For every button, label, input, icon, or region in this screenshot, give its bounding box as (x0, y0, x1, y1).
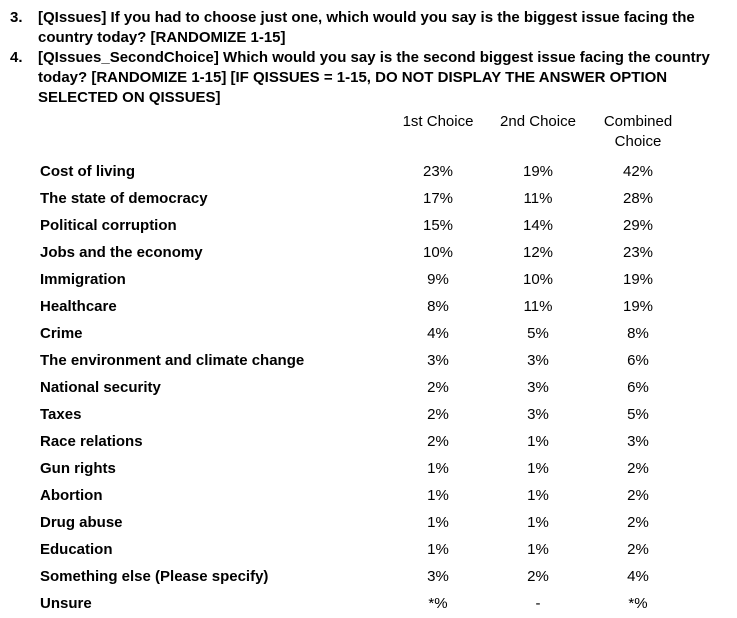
first-choice-value: 1% (427, 541, 449, 558)
table-row: National security 2% 3% 6% (40, 374, 688, 401)
combined-choice-value: 8% (627, 325, 649, 342)
second-choice-value: 1% (527, 433, 549, 450)
row-label: Immigration (40, 271, 126, 288)
combined-choice-value: 2% (627, 514, 649, 531)
table-row: Gun rights 1% 1% 2% (40, 455, 688, 482)
combined-choice-value: 5% (627, 406, 649, 423)
combined-choice-value: 6% (627, 379, 649, 396)
column-header-combined-choice: Combined Choice (603, 113, 673, 150)
first-choice-value: 2% (427, 433, 449, 450)
table-row: Cost of living 23% 19% 42% (40, 158, 688, 185)
second-choice-value: - (535, 595, 541, 612)
second-choice-value: 11% (523, 298, 553, 315)
row-label: Abortion (40, 487, 103, 504)
row-label: Drug abuse (40, 514, 123, 531)
row-label: Cost of living (40, 163, 135, 180)
row-label: Healthcare (40, 298, 117, 315)
table-row: Jobs and the economy 10% 12% 23% (40, 239, 688, 266)
second-choice-value: 5% (527, 325, 549, 342)
combined-choice-value: 2% (627, 541, 649, 558)
table-row: Taxes 2% 3% 5% (40, 401, 688, 428)
row-label: Jobs and the economy (40, 244, 203, 261)
question-item-4: 4. [QIssues_SecondChoice] Which would yo… (10, 48, 728, 108)
first-choice-value: 15% (422, 217, 454, 234)
table-row: Immigration 9% 10% 19% (40, 266, 688, 293)
table-row: Political corruption 15% 14% 29% (40, 212, 688, 239)
combined-choice-value: 19% (622, 298, 654, 315)
first-choice-value: 9% (427, 271, 449, 288)
first-choice-value: 3% (427, 352, 449, 369)
issues-table-header: 1st Choice 2nd Choice Combined Choice (40, 112, 688, 152)
row-label: Education (40, 541, 113, 558)
second-choice-value: 1% (527, 460, 549, 477)
table-row: Abortion 1% 1% 2% (40, 482, 688, 509)
row-label: The environment and climate change (40, 352, 305, 369)
combined-choice-value: *% (628, 595, 648, 612)
table-row: Crime 4% 5% 8% (40, 320, 688, 347)
row-label: The state of democracy (40, 190, 208, 207)
combined-choice-value: 23% (622, 244, 654, 261)
first-choice-value: 1% (427, 460, 449, 477)
second-choice-value: 12% (522, 244, 554, 261)
table-row: Drug abuse 1% 1% 2% (40, 509, 688, 536)
question-item-3: 3. [QIssues] If you had to choose just o… (10, 8, 728, 48)
combined-choice-value: 6% (627, 352, 649, 369)
combined-choice-value: 28% (622, 190, 654, 207)
second-choice-value: 1% (527, 487, 549, 504)
first-choice-value: *% (428, 595, 448, 612)
question-list: 3. [QIssues] If you had to choose just o… (10, 8, 728, 108)
question-number: 4. (10, 49, 23, 66)
column-header-2nd-choice: 2nd Choice (500, 113, 576, 130)
first-choice-value: 10% (422, 244, 454, 261)
first-choice-value: 17% (422, 190, 454, 207)
second-choice-value: 3% (527, 406, 549, 423)
table-row: Race relations 2% 1% 3% (40, 428, 688, 455)
second-choice-value: 14% (522, 217, 554, 234)
second-choice-value: 10% (522, 271, 554, 288)
second-choice-value: 1% (527, 514, 549, 531)
second-choice-value: 1% (527, 541, 549, 558)
table-row: Healthcare 8% 11% 19% (40, 293, 688, 320)
issues-table-body: Cost of living 23% 19% 42% The state of demo… (40, 158, 688, 617)
question-number: 3. (10, 9, 23, 26)
first-choice-value: 23% (422, 163, 454, 180)
first-choice-value: 1% (427, 514, 449, 531)
row-label: Gun rights (40, 460, 116, 477)
column-header-1st-choice: 1st Choice (402, 113, 474, 130)
row-label: National security (40, 379, 161, 396)
row-label: Unsure (40, 595, 92, 612)
combined-choice-value: 29% (622, 217, 654, 234)
first-choice-value: 2% (427, 406, 449, 423)
second-choice-value: 3% (527, 352, 549, 369)
combined-choice-value: 2% (627, 487, 649, 504)
second-choice-value: 19% (522, 163, 554, 180)
combined-choice-value: 42% (622, 163, 654, 180)
table-row: Unsure *% - *% (40, 590, 688, 617)
table-row: The state of democracy 17% 11% 28% (40, 185, 688, 212)
question-text: [QIssues] If you had to choose just one,… (38, 9, 695, 46)
second-choice-value: 2% (527, 568, 549, 585)
combined-choice-value: 2% (627, 460, 649, 477)
first-choice-value: 3% (427, 568, 449, 585)
first-choice-value: 4% (427, 325, 449, 342)
second-choice-value: 11% (523, 190, 553, 207)
first-choice-value: 1% (427, 487, 449, 504)
issues-table: 1st Choice 2nd Choice Combined Choice Co… (40, 112, 688, 617)
question-text: [QIssues_SecondChoice] Which would you s… (38, 49, 710, 106)
row-label: Crime (40, 325, 83, 342)
table-row: Education 1% 1% 2% (40, 536, 688, 563)
second-choice-value: 3% (527, 379, 549, 396)
table-row: Something else (Please specify) 3% 2% 4% (40, 563, 688, 590)
first-choice-value: 2% (427, 379, 449, 396)
combined-choice-value: 19% (622, 271, 654, 288)
row-label: Something else (Please specify) (40, 568, 269, 585)
combined-choice-value: 4% (627, 568, 649, 585)
table-row: The environment and climate change 3% 3% 6% (40, 347, 688, 374)
row-label: Political corruption (40, 217, 177, 234)
row-label: Taxes (40, 406, 82, 423)
first-choice-value: 8% (427, 298, 449, 315)
row-label: Race relations (40, 433, 143, 450)
combined-choice-value: 3% (627, 433, 649, 450)
